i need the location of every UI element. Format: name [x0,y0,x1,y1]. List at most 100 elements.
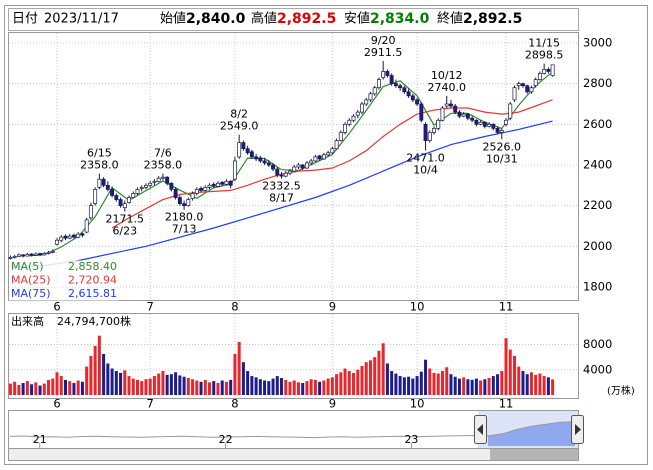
candle-body [59,236,64,241]
volume-bar [72,383,76,395]
annotation-date: 11/15 [528,37,560,50]
volume-bar [178,375,182,395]
candle-body [118,199,123,207]
y-tick-label: 2200 [583,198,612,212]
x-tick-label: 8 [231,397,238,411]
candle-body [406,91,411,97]
candle-body [389,75,394,84]
legend-value: 2,858.40 [68,260,117,273]
volume-bar [424,359,428,395]
plot-layer: 始値 2,840.0 高値 2,892.5 安値 2,834.0 終値 2,892.51800… [8,11,635,448]
candle-body [67,235,72,239]
candle-body [271,164,276,170]
volume-bar [470,379,474,395]
volume-bar [474,378,478,395]
volume-bar [85,366,89,395]
volume-bar [186,377,190,395]
volume-bar [508,349,512,395]
candle-body [525,85,530,93]
candle-body [114,195,119,200]
candle-body [258,157,263,162]
volume-bar [34,382,38,395]
candle-body [465,113,470,119]
volume-bar [271,378,275,395]
x-tick-label: 9 [329,397,336,411]
candle-body [232,160,237,180]
candle-body [105,184,110,190]
annotation-value: 2180.0 [165,211,204,224]
candle-body [461,113,466,117]
candle-body [364,99,369,105]
candle-body [249,151,254,158]
candle-body [343,123,348,133]
candle-body [21,254,26,257]
candle-body [296,164,301,168]
annotation-value: 2358.0 [144,159,183,172]
volume-bar [21,383,25,395]
volume-bar [110,368,114,395]
y-tick-label: 4000 [583,362,612,376]
candle-body [478,121,483,125]
legend-bg [9,287,119,301]
volume-bar [140,381,144,395]
candle-body [245,148,250,154]
volume-bar [394,373,398,395]
volume-bar [288,381,292,395]
candle-body [207,184,212,188]
candle-body [203,187,208,191]
header-value: 2,834.0 [370,11,430,27]
scroll-thumb[interactable] [490,449,578,460]
candle-body [190,193,195,199]
candle-body [521,83,525,87]
legend-name: MA(75) [11,287,51,300]
volume-bar [440,371,444,395]
candle-body [80,233,85,236]
candle-body [169,182,174,190]
annotation-date: 8/2 [230,108,248,121]
candle-body [313,156,318,162]
header-bar [8,8,579,31]
candle-body [139,187,144,189]
x-tick-label: 11 [499,300,514,314]
candle-body [283,172,288,177]
candle-body [330,148,335,154]
volume-bar [360,365,364,395]
candle-body [266,162,271,166]
y-tick-label: 2000 [583,239,612,253]
volume-bar [208,382,212,395]
x-tick-label: 9 [329,300,336,314]
scrollbar[interactable] [8,448,579,461]
candle-body [321,154,326,160]
volume-bar [381,343,385,395]
volume-bar [280,377,284,395]
candle-body [355,111,360,116]
legend-bg [9,260,119,274]
candle-body [440,107,445,121]
volume-bar [250,376,254,395]
volume-bar [335,374,339,395]
candle-body [334,140,339,150]
volume-bar [144,379,148,395]
candle-body [309,160,314,164]
header-value: 2,892.5 [277,11,336,27]
legend-value: 2,615.81 [68,287,117,300]
candle-body [29,253,34,256]
volume-bar [216,383,220,395]
volume-bar [63,379,67,395]
candle-body [127,197,131,203]
volume-bar [8,383,12,395]
candle-body [326,152,331,156]
candle-body [156,177,161,182]
candle-body [512,87,517,101]
x-tick-label: 10 [410,397,425,411]
candle-body [482,121,487,127]
y-tick-label: 3000 [583,35,612,49]
header-name: 終値 [437,11,463,27]
volume-bar [542,376,546,395]
volume-bar [284,379,288,395]
candle-body [199,188,203,191]
legend-bg [9,274,119,287]
volume-bar [339,372,343,395]
volume-bar [123,370,127,395]
annotation-value: 2549.0 [220,120,259,133]
